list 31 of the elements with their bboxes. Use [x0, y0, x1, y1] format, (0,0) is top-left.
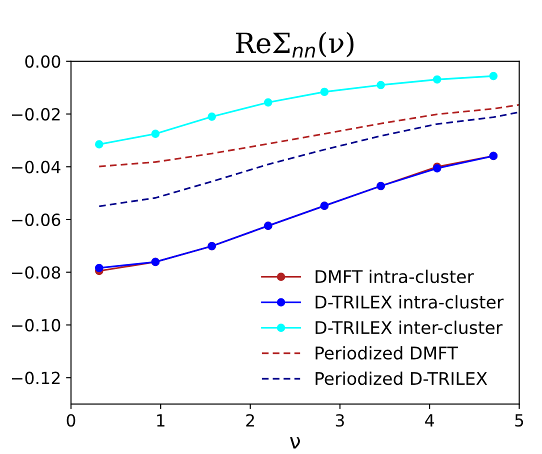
y-tick-label: 0.00	[25, 55, 60, 68]
x-tick-label: 0	[66, 414, 76, 427]
point	[489, 72, 498, 80]
legend-label: D-TRILEX intra-cluster	[316, 295, 504, 309]
point	[94, 140, 104, 149]
line-series	[98, 111, 520, 208]
point	[432, 75, 442, 84]
x-tick-label: 3	[336, 414, 344, 427]
y-tick-label: −0.08	[12, 266, 60, 279]
chart-title: ReΣ$_{nn}$(ν)	[236, 32, 354, 58]
y-tick-label: −0.10	[12, 318, 60, 332]
legend-label: DMFT intra-cluster	[316, 270, 474, 284]
legend-label: Periodized D-TRILEX	[316, 372, 488, 386]
x-tick-label: 5	[515, 414, 524, 427]
y-tick-label: −0.02	[12, 108, 60, 121]
point	[376, 80, 385, 90]
legend-label: Periodized DMFT	[316, 346, 458, 360]
line-series	[98, 104, 520, 168]
point	[264, 98, 272, 107]
x-tick-label: 1	[157, 414, 164, 426]
point	[320, 88, 329, 96]
point	[208, 112, 216, 121]
x-tick-label: 4	[425, 414, 434, 426]
y-tick-label: −0.12	[12, 372, 60, 384]
legend-label: D-TRILEX inter-cluster	[316, 320, 503, 334]
y-tick-label: −0.04	[12, 160, 60, 174]
point	[151, 130, 160, 138]
point	[94, 264, 104, 272]
x-tick-label: 2	[246, 414, 254, 426]
y-tick-label: −0.06	[12, 213, 60, 226]
x-axis-title: ν	[290, 437, 300, 449]
